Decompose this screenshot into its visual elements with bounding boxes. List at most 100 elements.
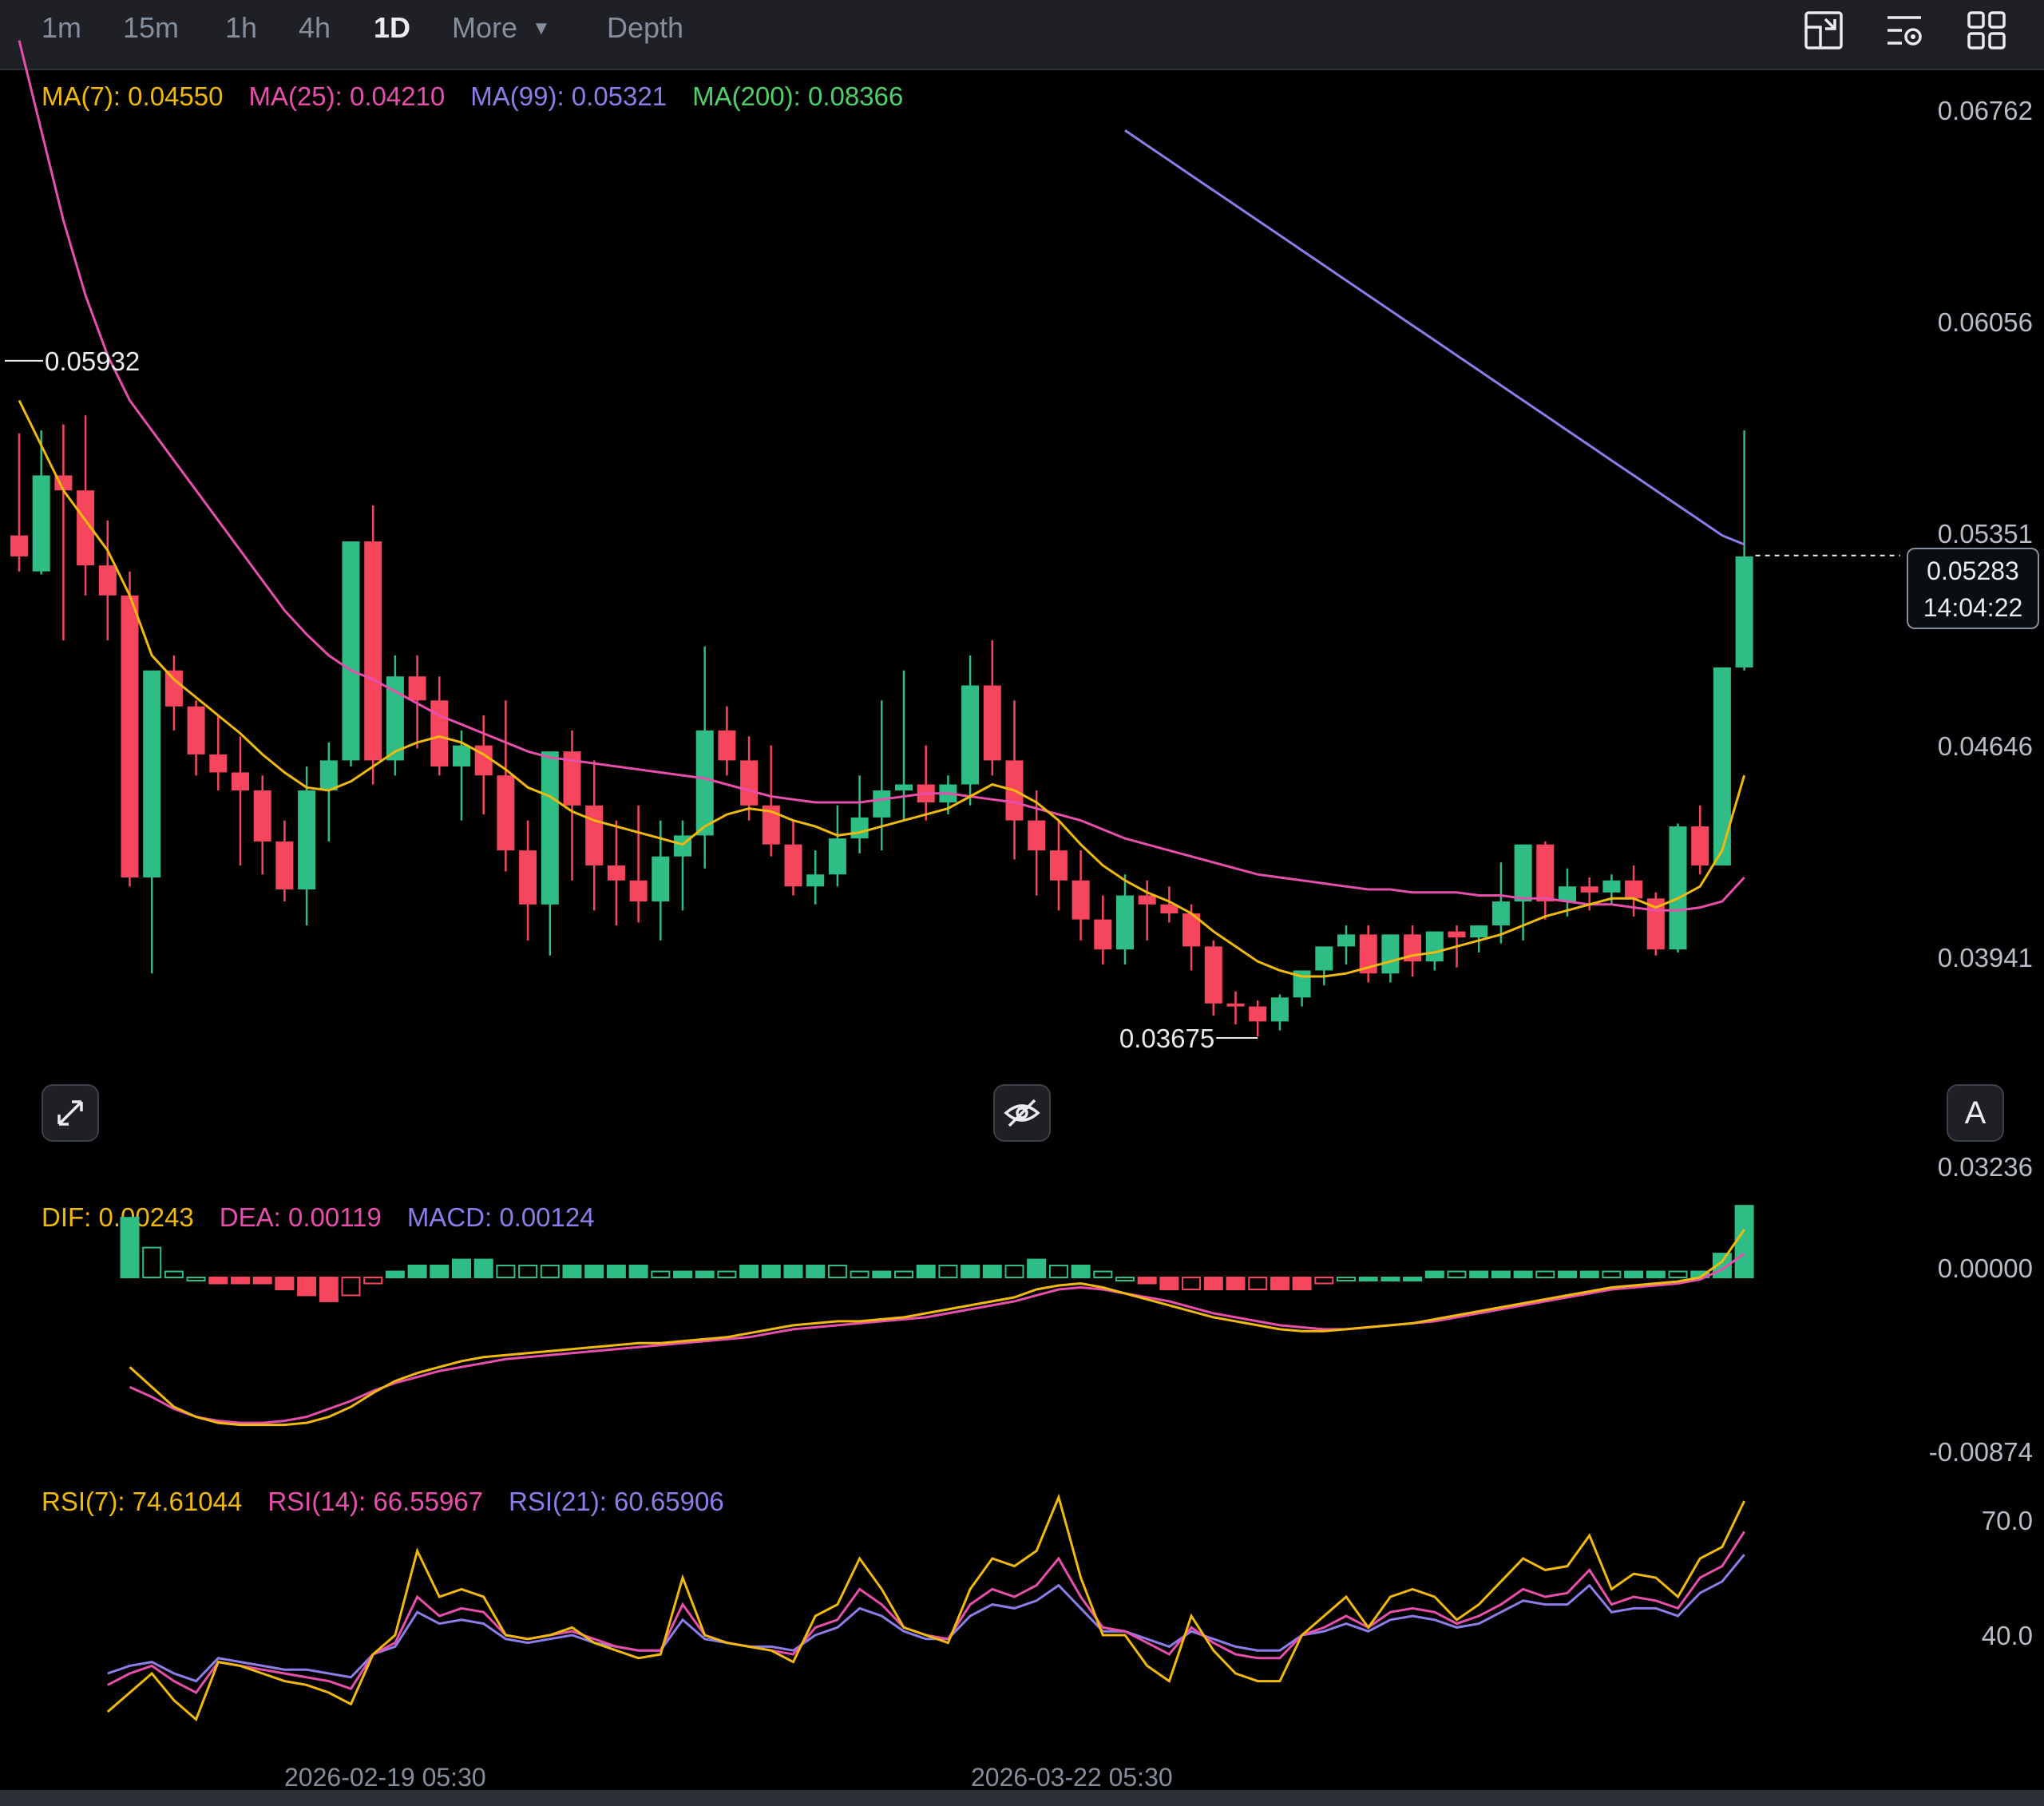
- candle-body: [121, 595, 139, 877]
- caret-down-icon: ▼: [532, 18, 551, 39]
- macd-histogram-bar: [1358, 1277, 1378, 1281]
- macd-histogram-bar: [1292, 1277, 1312, 1290]
- macd-histogram-bar: [717, 1270, 737, 1279]
- timeframe-1d[interactable]: 1D: [374, 11, 411, 44]
- macd-histogram-bar: [1248, 1277, 1268, 1290]
- candle-body: [430, 700, 449, 766]
- macd-histogram-bar: [1027, 1258, 1047, 1279]
- low-price-label: 0.03675: [1119, 1024, 1214, 1053]
- candle-body: [1625, 880, 1643, 899]
- timeframe-1h[interactable]: 1h: [225, 11, 258, 44]
- timeframe-4h[interactable]: 4h: [299, 11, 331, 44]
- candle-body: [1491, 901, 1510, 926]
- candle-body: [298, 790, 316, 890]
- chart-type-icon[interactable]: [1803, 10, 1844, 51]
- candle-body: [275, 841, 294, 890]
- candle-body: [1381, 934, 1400, 974]
- eye-off-icon: [1004, 1099, 1040, 1127]
- candle-body: [1028, 820, 1046, 851]
- macd-histogram-bar: [452, 1258, 471, 1279]
- macd-histogram-bar: [982, 1265, 1002, 1278]
- candle-body: [1470, 925, 1488, 938]
- macd-histogram-bar: [1048, 1265, 1068, 1278]
- auto-scale-button[interactable]: A: [1947, 1084, 2004, 1142]
- macd-histogram-bar: [628, 1265, 648, 1278]
- candle-body: [1425, 931, 1444, 962]
- macd-histogram-bar: [430, 1265, 450, 1278]
- expand-icon: [57, 1100, 83, 1126]
- rsi21-line: [107, 1554, 1745, 1683]
- current-price-tag: 0.05283 14:04:22: [1907, 548, 2039, 629]
- candle-body: [740, 760, 759, 806]
- candle-body: [209, 754, 228, 773]
- timeframe-1m[interactable]: 1m: [42, 11, 82, 44]
- more-timeframes-dropdown[interactable]: More ▼: [452, 11, 551, 45]
- candle-body: [850, 817, 869, 839]
- macd-histogram-bar: [164, 1270, 184, 1279]
- candle-body: [1536, 844, 1555, 902]
- candle-body: [762, 805, 780, 845]
- macd-histogram-bar: [252, 1277, 272, 1285]
- current-price: 0.05283: [1927, 556, 2019, 585]
- macd-histogram-bar: [142, 1246, 162, 1279]
- candle-body: [1315, 946, 1333, 971]
- macd-histogram-bar: [695, 1270, 715, 1279]
- toggle-visibility-button[interactable]: [993, 1084, 1051, 1142]
- candle-body: [1049, 850, 1068, 881]
- candle-body: [1270, 997, 1289, 1022]
- macd-histogram-bar: [562, 1265, 582, 1278]
- candle-body: [607, 865, 625, 881]
- candle-body: [1559, 886, 1576, 902]
- macd-histogram-bar: [1115, 1277, 1135, 1281]
- macd-histogram-bar: [1558, 1270, 1577, 1279]
- candle-body: [961, 685, 980, 785]
- candle-body: [1713, 667, 1731, 865]
- macd-histogram-bar: [341, 1277, 361, 1297]
- fullscreen-button[interactable]: [42, 1084, 99, 1142]
- macd-histogram-bar: [1602, 1270, 1622, 1279]
- candle-body: [1514, 844, 1532, 902]
- price-chart[interactable]: 0.05932 0.03675: [0, 0, 1900, 1756]
- candle-body: [453, 745, 470, 766]
- bottom-scrollbar[interactable]: [0, 1790, 2044, 1806]
- candle-body: [1072, 880, 1090, 920]
- candle-body: [319, 760, 338, 791]
- timeframe-15m[interactable]: 15m: [123, 11, 180, 44]
- macd-histogram-bar: [407, 1265, 427, 1278]
- macd-histogram-bar: [186, 1277, 206, 1281]
- macd-histogram-bar: [1093, 1270, 1113, 1279]
- more-label: More: [452, 11, 518, 44]
- macd-histogram-bar: [297, 1277, 317, 1297]
- macd-histogram-bar: [518, 1265, 538, 1278]
- candle-body: [784, 844, 802, 887]
- macd-histogram-bar: [606, 1265, 626, 1278]
- macd-legend: DIF: 0.00243 DEA: 0.00119 MACD: 0.00124: [42, 1202, 620, 1233]
- indicator-settings-icon[interactable]: [1884, 10, 1926, 51]
- candle-body: [1094, 919, 1112, 950]
- macd-histogram-bar: [961, 1265, 980, 1278]
- price-axis-label: 0.06762: [1937, 96, 2033, 125]
- ma25-value: MA(25): 0.04210: [248, 81, 446, 111]
- candle-body: [1669, 826, 1687, 950]
- ma-legend: MA(7): 0.04550 MA(25): 0.04210 MA(99): 0.0…: [42, 81, 929, 112]
- macd-histogram-bar: [540, 1265, 560, 1278]
- candle-body: [187, 706, 205, 754]
- macd-histogram-bar: [319, 1277, 339, 1302]
- rsi-axis-label: 40.0: [1981, 1621, 2033, 1650]
- macd-value: MACD: 0.00124: [406, 1202, 595, 1232]
- candle-body: [1735, 556, 1753, 667]
- rsi7-value: RSI(7): 74.61044: [42, 1487, 243, 1516]
- candle-body: [1448, 931, 1466, 938]
- candle-body: [77, 490, 95, 566]
- depth-tab[interactable]: Depth: [607, 11, 684, 44]
- macd-histogram-bar: [1337, 1277, 1356, 1281]
- candle-body: [695, 730, 714, 836]
- chart-toolbar: 1m 15m 1h 4h 1D More ▼ Depth: [0, 0, 2044, 70]
- candle-body: [408, 676, 426, 701]
- candle-body: [386, 676, 404, 761]
- candle-body: [541, 751, 559, 905]
- layout-grid-icon[interactable]: [1966, 10, 2007, 51]
- macd-axis-label: 0.00000: [1937, 1254, 2033, 1283]
- ma25-line: [18, 40, 1745, 912]
- macd-histogram-bar: [761, 1265, 781, 1278]
